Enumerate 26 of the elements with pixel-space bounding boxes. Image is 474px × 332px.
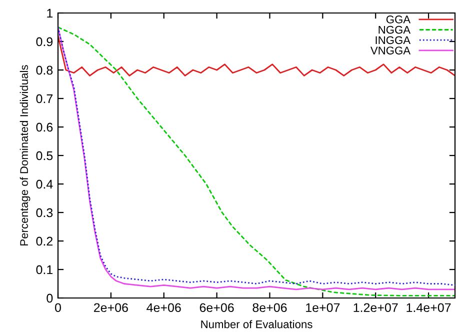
y-tick-label: 0.8 bbox=[36, 66, 53, 75]
x-tick-label: 6e+06 bbox=[200, 303, 234, 312]
y-tick-label: 0.3 bbox=[36, 208, 53, 218]
y-tick-label: 0.5 bbox=[36, 151, 53, 160]
y-tick-label: 0.1 bbox=[36, 265, 53, 274]
x-tick-label: 0 bbox=[55, 303, 61, 312]
y-tick-label: 0.6 bbox=[36, 122, 53, 132]
legend-label: INGGA bbox=[376, 36, 411, 44]
y-tick-label: 0 bbox=[46, 294, 53, 303]
legend-label: NGGA bbox=[378, 26, 411, 34]
y-tick-label: 0.2 bbox=[36, 236, 53, 246]
y-tick-label: 1 bbox=[47, 8, 53, 18]
y-tick-label: 0.9 bbox=[36, 37, 53, 46]
x-tick-label: 4e+06 bbox=[146, 303, 181, 312]
x-tick-label: 8e+06 bbox=[252, 303, 287, 312]
y-tick-label: 0.7 bbox=[36, 94, 53, 104]
x-tick-label: 1.4e+07 bbox=[406, 303, 451, 312]
x-axis-title: Number of Evaluations bbox=[201, 320, 312, 328]
x-tick-label: 1e+07 bbox=[306, 303, 340, 312]
x-tick-label: 2e+06 bbox=[94, 303, 128, 312]
legend-label: VNGGA bbox=[370, 46, 411, 54]
y-axis-title: Percentage of Dominated Individuals bbox=[20, 65, 30, 246]
line-series bbox=[58, 35, 455, 76]
legend-label: GGA bbox=[386, 16, 411, 24]
x-tick-label: 1.2e+07 bbox=[354, 303, 398, 312]
y-tick-label: 0.4 bbox=[36, 180, 53, 189]
